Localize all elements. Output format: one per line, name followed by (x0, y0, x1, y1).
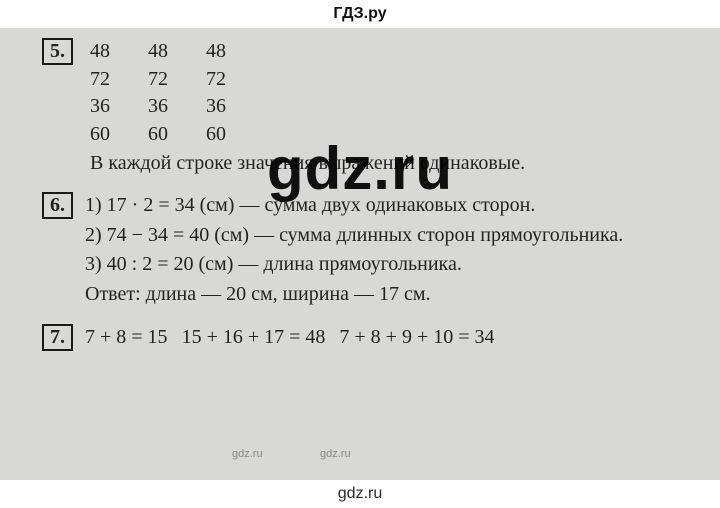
page-content: 5. 48 48 48 72 72 72 36 36 36 60 60 60 (0, 28, 720, 480)
header-text: ГДЗ.ру (333, 5, 386, 22)
cell: 72 (206, 66, 264, 94)
watermark-small: gdz.ru (320, 447, 351, 462)
cell: 36 (148, 93, 206, 121)
task7-part: 7 + 8 + 9 + 10 = 34 (339, 324, 494, 352)
cell: 48 (206, 38, 264, 66)
table-row: 60 60 60 (90, 121, 264, 149)
task-number: 6. (42, 192, 73, 219)
task6-line: 1) 17 · 2 = 34 (см) — сумма двух одинако… (85, 192, 678, 220)
task6-answer: Ответ: длина — 20 см, ширина — 17 см. (85, 281, 678, 309)
cell: 60 (148, 121, 206, 149)
task5-grid: 48 48 48 72 72 72 36 36 36 60 60 60 (90, 38, 264, 148)
footer-text: gdz.ru (338, 485, 382, 502)
cell: 72 (90, 66, 148, 94)
cell: 36 (206, 93, 264, 121)
page-footer: gdz.ru (0, 480, 720, 508)
page-header: ГДЗ.ру (0, 0, 720, 28)
cell: 48 (148, 38, 206, 66)
watermark-small: gdz.ru (232, 447, 263, 462)
cell: 72 (148, 66, 206, 94)
task7-body: 7 + 8 = 15 15 + 16 + 17 = 48 7 + 8 + 9 +… (85, 324, 678, 352)
table-row: 36 36 36 (90, 93, 264, 121)
table-row: 72 72 72 (90, 66, 264, 94)
cell: 60 (90, 121, 148, 149)
task5-note: В каждой строке значения выражений одина… (90, 150, 678, 178)
task7-part: 15 + 16 + 17 = 48 (182, 324, 326, 352)
cell: 36 (90, 93, 148, 121)
task7-part: 7 + 8 = 15 (85, 324, 168, 352)
cell: 60 (206, 121, 264, 149)
task-6: 6. 1) 17 · 2 = 34 (см) — сумма двух один… (42, 192, 678, 310)
task-number: 7. (42, 324, 73, 351)
task-5: 5. 48 48 48 72 72 72 36 36 36 60 60 60 (42, 38, 678, 178)
task6-body: 1) 17 · 2 = 34 (см) — сумма двух одинако… (85, 192, 678, 310)
task-number: 5. (42, 38, 73, 65)
table-row: 48 48 48 (90, 38, 264, 66)
task6-line: 2) 74 − 34 = 40 (см) — сумма длинных сто… (85, 222, 678, 250)
cell: 48 (90, 38, 148, 66)
task6-line: 3) 40 : 2 = 20 (см) — длина прямоугольни… (85, 251, 678, 279)
task-7: 7. 7 + 8 = 15 15 + 16 + 17 = 48 7 + 8 + … (42, 324, 678, 352)
